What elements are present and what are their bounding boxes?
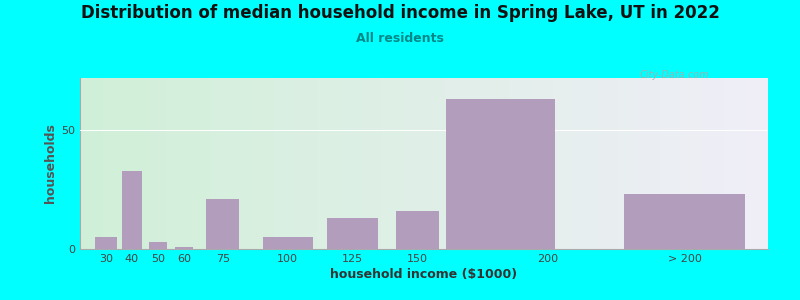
Bar [122, 171, 142, 249]
Text: Distribution of median household income in Spring Lake, UT in 2022: Distribution of median household income … [81, 4, 719, 22]
Bar [396, 211, 439, 249]
Bar [262, 237, 313, 249]
Bar [446, 99, 554, 249]
X-axis label: household income ($1000): household income ($1000) [330, 268, 518, 281]
Bar [206, 199, 239, 249]
Y-axis label: households: households [44, 124, 57, 203]
Bar [149, 242, 166, 249]
Text: City-Data.com: City-Data.com [640, 70, 710, 80]
Bar [175, 247, 193, 249]
Bar [94, 237, 118, 249]
Text: All residents: All residents [356, 32, 444, 44]
Bar [625, 194, 746, 249]
Bar [327, 218, 378, 249]
